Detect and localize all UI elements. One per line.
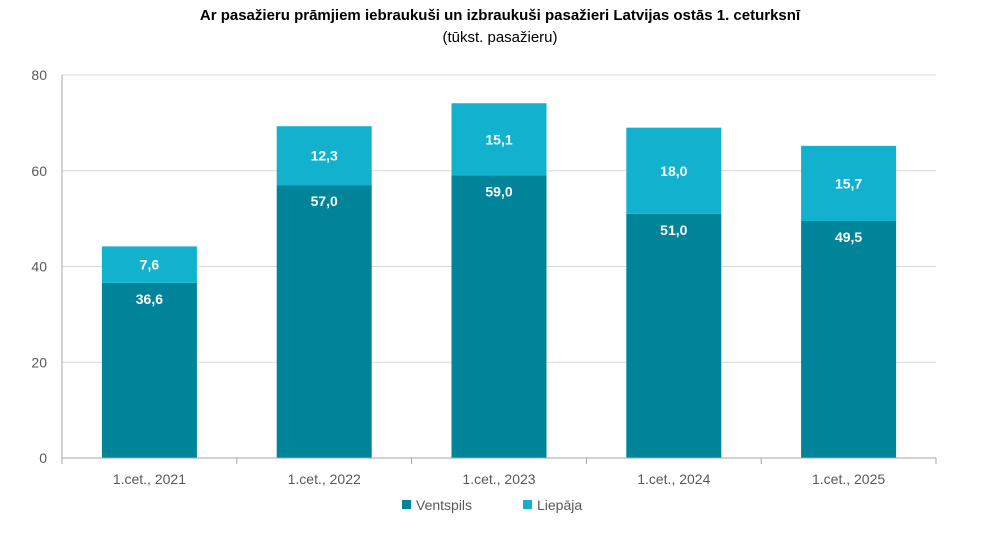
bar-ventspils-1 [276,185,372,459]
bar-liepāja-4 [801,145,897,222]
data-label: 12,3 [311,148,338,164]
bar-liepāja-2 [451,103,547,176]
chart-title: Ar pasažieru prāmjiem iebraukuši un izbr… [199,7,801,24]
data-label: 49,5 [835,229,862,245]
x-tick-label: 1.cet., 2025 [812,471,885,487]
x-tick-label: 1.cet., 2022 [288,471,361,487]
legend-label: Liepāja [537,497,582,513]
y-tick-label: 0 [39,450,47,466]
data-label: 57,0 [311,193,338,209]
legend-swatch-ventspils [402,500,411,509]
data-label: 15,7 [835,175,862,191]
bar-ventspils-2 [451,175,547,458]
bar-liepāja-3 [626,127,722,214]
y-tick-label: 20 [31,354,47,370]
data-label: 7,6 [140,257,160,273]
y-tick-label: 40 [31,259,47,275]
bar-ventspils-3 [626,213,722,458]
y-tick-label: 60 [31,163,47,179]
data-label: 51,0 [660,222,687,238]
data-label: 36,6 [136,291,163,307]
data-label: 15,1 [485,131,512,147]
bar-ventspils-4 [801,221,897,458]
chart-subtitle: (tūkst. pasažieru) [442,29,558,46]
bar-liepāja-0 [101,246,197,283]
legend-label: Ventspils [416,497,472,513]
data-label: 59,0 [485,184,512,200]
y-tick-label: 80 [31,67,47,83]
data-label: 18,0 [660,163,687,179]
x-tick-label: 1.cet., 2021 [113,471,186,487]
bar-ventspils-0 [101,282,197,458]
bar-liepāja-1 [276,126,372,186]
x-tick-label: 1.cet., 2024 [637,471,710,487]
x-tick-label: 1.cet., 2023 [462,471,535,487]
legend-swatch-liepāja [523,500,532,509]
